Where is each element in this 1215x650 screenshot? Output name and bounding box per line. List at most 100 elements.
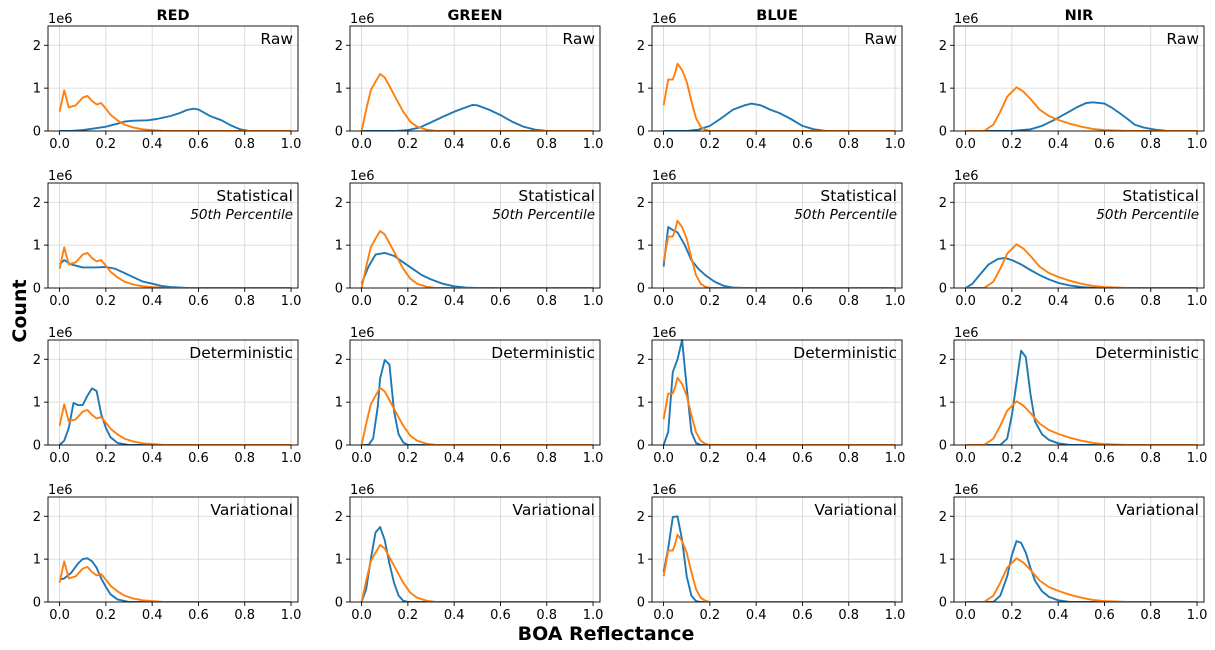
x-tick-label: 0.8 xyxy=(838,294,859,309)
x-tick-label: 0.0 xyxy=(49,451,70,466)
subplot-nir-raw: 0.0 0.2 0.4 0.6 0.8 1.0 0 1 2 1e6 Raw NIR xyxy=(939,8,1208,152)
y-tick-label: 0 xyxy=(637,282,645,297)
y-tick-label: 2 xyxy=(33,196,41,211)
y-offset-label: 1e6 xyxy=(350,326,375,341)
x-tick-label: 0.8 xyxy=(234,608,255,623)
subplot-green-variational: 0.0 0.2 0.4 0.6 0.8 1.0 0 1 2 1e6 Variational xyxy=(335,483,604,623)
panel-method-label: Deterministic xyxy=(1095,344,1199,362)
y-tick-label: 2 xyxy=(637,353,645,368)
y-tick-label: 0 xyxy=(335,439,343,454)
series-line-reference xyxy=(58,246,292,288)
x-tick-label: 0.4 xyxy=(1048,608,1069,623)
x-tick-label: 0.2 xyxy=(1002,137,1023,152)
x-tick-label: 0.8 xyxy=(234,294,255,309)
series-line-reference xyxy=(965,557,1198,602)
x-tick-label: 0.8 xyxy=(838,608,859,623)
y-tick-label: 1 xyxy=(335,239,343,254)
series-line-reference xyxy=(360,230,594,288)
column-title-nir: NIR xyxy=(1065,8,1094,24)
panel-method-label: Deterministic xyxy=(793,344,897,362)
panel-method-label: Deterministic xyxy=(189,344,293,362)
y-tick-label: 1 xyxy=(33,396,41,411)
subplot-frame xyxy=(953,25,1205,132)
y-tick-label: 2 xyxy=(939,39,947,54)
subplot-frame xyxy=(47,339,299,446)
x-tick-label: 0.0 xyxy=(351,137,372,152)
column-title-green: GREEN xyxy=(447,8,502,24)
subplot-blue-variational: 0.0 0.2 0.4 0.6 0.8 1.0 0 1 2 1e6 Variational xyxy=(637,483,906,623)
x-tick-label: 0.2 xyxy=(96,137,117,152)
x-tick-label: 1.0 xyxy=(583,137,604,152)
y-offset-label: 1e6 xyxy=(954,326,979,341)
y-tick-label: 1 xyxy=(335,553,343,568)
subplot-frame xyxy=(349,182,601,289)
subplot-green-raw: 0.0 0.2 0.4 0.6 0.8 1.0 0 1 2 1e6 Raw GREEN xyxy=(335,8,604,152)
series-line-model xyxy=(59,557,292,602)
subplot-nir-statistical: 0.0 0.2 0.4 0.6 0.8 1.0 0 1 2 1e6 Statistical 50th … xyxy=(939,169,1208,309)
series-line-reference xyxy=(662,62,896,131)
subplot-nir-deterministic: 0.0 0.2 0.4 0.6 0.8 1.0 0 1 2 1e6 Deterministic xyxy=(939,326,1208,466)
series-line-reference xyxy=(360,387,594,445)
x-tick-label: 0.4 xyxy=(746,608,767,623)
x-tick-label: 0.2 xyxy=(700,608,721,623)
x-tick-label: 0.2 xyxy=(700,451,721,466)
x-tick-label: 0.6 xyxy=(792,451,813,466)
series-line-model xyxy=(361,359,594,445)
y-offset-label: 1e6 xyxy=(350,483,375,498)
x-tick-label: 0.4 xyxy=(444,294,465,309)
y-tick-label: 0 xyxy=(335,596,343,611)
x-tick-label: 0.4 xyxy=(142,608,163,623)
x-tick-label: 0.6 xyxy=(188,294,209,309)
panel-method-label: Statistical xyxy=(820,187,897,205)
y-offset-label: 1e6 xyxy=(652,169,677,184)
series-line-model xyxy=(361,103,594,131)
x-tick-label: 0.2 xyxy=(1002,294,1023,309)
x-tick-label: 0.8 xyxy=(536,294,557,309)
subplot-green-statistical: 0.0 0.2 0.4 0.6 0.8 1.0 0 1 2 1e6 Statistical 50th … xyxy=(335,169,604,309)
x-tick-label: 1.0 xyxy=(583,608,604,623)
x-tick-label: 0.0 xyxy=(653,294,674,309)
x-tick-label: 0.6 xyxy=(490,608,511,623)
series-line-reference xyxy=(58,560,292,602)
x-tick-label: 1.0 xyxy=(885,294,906,309)
series-line-reference xyxy=(662,376,896,445)
x-tick-label: 0.4 xyxy=(746,294,767,309)
subplot-frame xyxy=(349,339,601,446)
series-line-reference xyxy=(360,73,594,131)
x-tick-label: 1.0 xyxy=(281,608,302,623)
y-tick-label: 0 xyxy=(637,125,645,140)
x-tick-label: 0.2 xyxy=(398,608,419,623)
series-line-model xyxy=(965,540,1198,602)
x-tick-label: 0.0 xyxy=(653,451,674,466)
y-offset-label: 1e6 xyxy=(954,169,979,184)
x-tick-label: 0.0 xyxy=(955,294,976,309)
y-tick-label: 0 xyxy=(335,125,343,140)
panel-method-sublabel: 50th Percentile xyxy=(1096,207,1199,223)
y-tick-label: 0 xyxy=(939,439,947,454)
y-tick-label: 2 xyxy=(335,510,343,525)
y-offset-label: 1e6 xyxy=(48,326,73,341)
x-tick-label: 0.0 xyxy=(351,294,372,309)
x-tick-label: 1.0 xyxy=(1187,294,1208,309)
x-tick-label: 0.4 xyxy=(746,451,767,466)
x-tick-label: 1.0 xyxy=(583,451,604,466)
x-tick-label: 0.6 xyxy=(490,294,511,309)
x-tick-label: 0.6 xyxy=(188,137,209,152)
x-tick-label: 0.4 xyxy=(444,451,465,466)
column-title-blue: BLUE xyxy=(756,8,797,24)
subplot-frame xyxy=(651,496,903,603)
x-tick-label: 0.4 xyxy=(142,294,163,309)
panel-method-label: Raw xyxy=(562,30,595,48)
y-tick-label: 0 xyxy=(335,282,343,297)
y-tick-label: 0 xyxy=(33,439,41,454)
y-tick-label: 1 xyxy=(33,82,41,97)
series-line-reference xyxy=(662,533,896,602)
y-tick-label: 2 xyxy=(637,510,645,525)
x-tick-label: 0.6 xyxy=(490,137,511,152)
y-offset-label: 1e6 xyxy=(652,12,677,27)
y-tick-label: 1 xyxy=(335,82,343,97)
y-tick-label: 0 xyxy=(33,125,41,140)
series-line-reference xyxy=(965,86,1198,131)
x-tick-label: 0.0 xyxy=(955,608,976,623)
series-line-model xyxy=(360,526,594,602)
